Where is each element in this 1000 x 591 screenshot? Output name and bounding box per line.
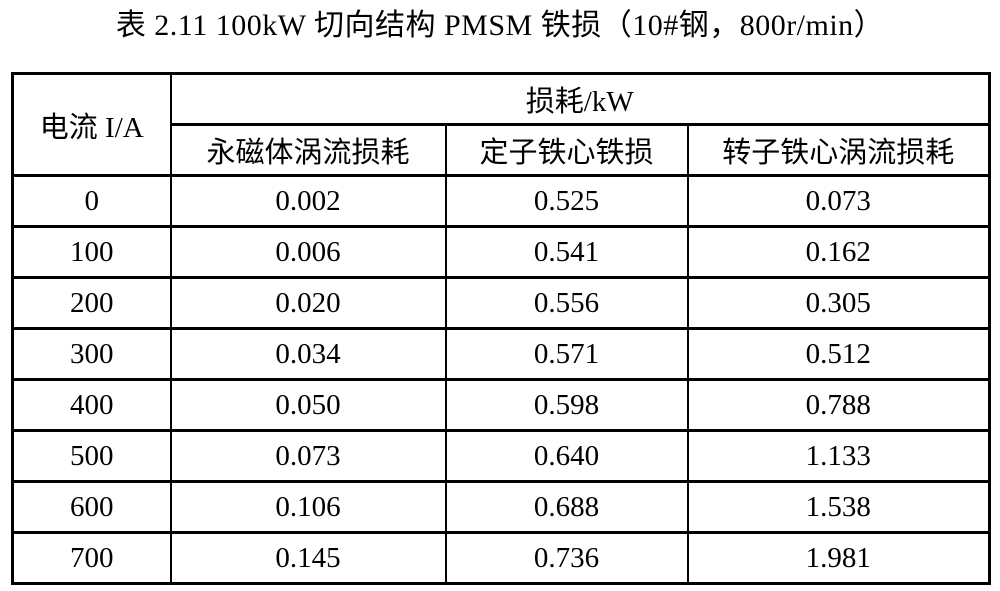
pm-eddy-loss-value: 0.020 [169,276,447,330]
table-row: 500 0.073 0.640 1.133 [11,429,991,483]
table-row: 600 0.106 0.688 1.538 [11,480,991,534]
stator-iron-loss-value: 0.688 [444,480,689,534]
header-row-sub: 永磁体涡流损耗 定子铁心铁损 转子铁心涡流损耗 [13,123,991,177]
subheader-pm-eddy-loss: 永磁体涡流损耗 [169,123,447,177]
current-value-cell: 500 [11,429,172,483]
rotor-eddy-loss-value: 0.512 [686,327,991,381]
pm-eddy-loss-value: 0.050 [169,378,447,432]
stator-iron-loss-value: 0.598 [444,378,689,432]
rotor-eddy-loss-value: 0.162 [686,225,991,279]
rotor-eddy-loss-value: 0.305 [686,276,991,330]
rotor-eddy-loss-value: 0.788 [686,378,991,432]
stator-iron-loss-value: 0.640 [444,429,689,483]
header-row-group: 电流 I/A 损耗/kW [11,72,991,177]
table-header: 电流 I/A 损耗/kW 永磁体涡流损耗 定子铁心铁损 转子铁心涡流损耗 [11,72,991,177]
table-row: 300 0.034 0.571 0.512 [11,327,991,381]
pm-eddy-loss-value: 0.145 [169,531,447,585]
stator-iron-loss-value: 0.525 [444,174,689,228]
current-value-cell: 100 [11,225,172,279]
table-row: 200 0.020 0.556 0.305 [11,276,991,330]
pm-eddy-loss-value: 0.002 [169,174,447,228]
current-value-cell: 400 [11,378,172,432]
stator-iron-loss-value: 0.556 [444,276,689,330]
current-header-cell: 电流 I/A [11,72,172,177]
stator-iron-loss-value: 0.571 [444,327,689,381]
current-value-cell: 200 [11,276,172,330]
rotor-eddy-loss-value: 1.981 [686,531,991,585]
pm-eddy-loss-value: 0.006 [169,225,447,279]
current-value-cell: 600 [11,480,172,534]
pm-eddy-loss-value: 0.106 [169,480,447,534]
table-row: 700 0.145 0.736 1.981 [11,531,991,585]
table-row: 400 0.050 0.598 0.788 [11,378,991,432]
rotor-eddy-loss-value: 0.073 [686,174,991,228]
subheader-stator-iron-loss: 定子铁心铁损 [444,123,689,177]
stator-iron-loss-value: 0.541 [444,225,689,279]
table-row: 0 0.002 0.525 0.073 [11,174,991,228]
rotor-eddy-loss-value: 1.538 [686,480,991,534]
loss-group-header-cell: 损耗/kW [169,72,991,126]
subheader-rotor-eddy-loss: 转子铁心涡流损耗 [686,123,991,177]
table-caption: 表 2.11 100kW 切向结构 PMSM 铁损（10#钢，800r/min） [115,9,885,42]
table-body: 0 0.002 0.525 0.073 100 0.006 0.541 0.16… [11,174,991,585]
pm-eddy-loss-value: 0.073 [169,429,447,483]
current-value-cell: 300 [11,327,172,381]
table-row: 100 0.006 0.541 0.162 [11,225,991,279]
rotor-eddy-loss-value: 1.133 [686,429,991,483]
pm-eddy-loss-value: 0.034 [169,327,447,381]
iron-loss-table: 电流 I/A 损耗/kW 永磁体涡流损耗 定子铁心铁损 转子铁心涡流损耗 0 0… [11,72,991,585]
stator-iron-loss-value: 0.736 [444,531,689,585]
current-value-cell: 0 [11,174,172,228]
current-value-cell: 700 [11,531,172,585]
